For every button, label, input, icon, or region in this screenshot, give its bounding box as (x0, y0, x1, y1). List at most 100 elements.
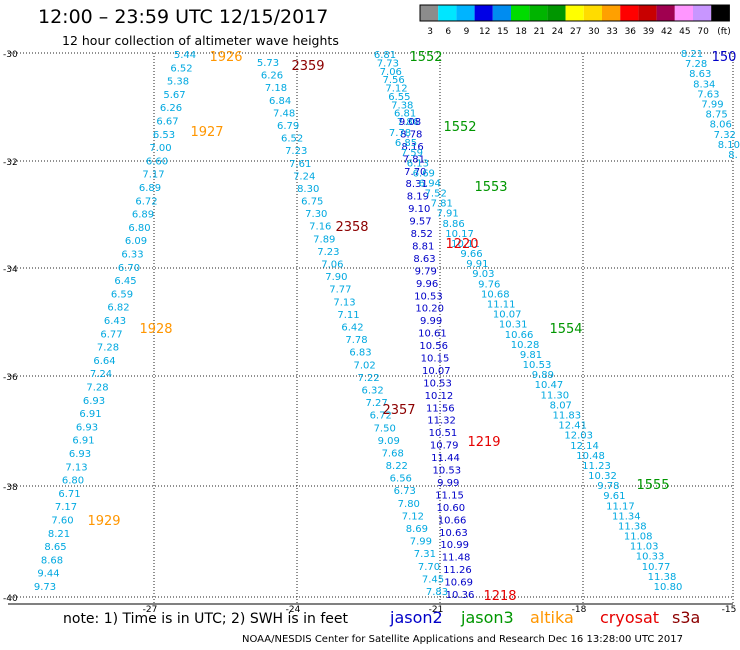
wave-height-value: 7.28 (685, 59, 707, 70)
map-grid (8, 52, 734, 604)
colorbar-tick-label: 12 (479, 27, 490, 37)
colorbar-tick-label: 30 (588, 27, 600, 37)
colorbar-tick-label: 39 (643, 27, 655, 37)
wave-height-value: 9.57 (409, 217, 431, 228)
wave-height-value: 6.71 (58, 489, 80, 500)
time-label: 2358 (335, 220, 368, 235)
wave-height-value: 10.48 (576, 451, 605, 462)
wave-height-value: 6.52 (281, 134, 303, 145)
wave-height-value: 6.94 (419, 178, 441, 189)
wave-height-value: 7.70 (404, 167, 426, 178)
longitude-label: -24 (286, 605, 301, 615)
wave-height-value: 7.30 (305, 209, 327, 220)
wave-height-value: 10.60 (436, 503, 465, 514)
wave-height-value: 6.73 (394, 486, 416, 497)
wave-height-value: 7.89 (313, 234, 335, 245)
track-jason3-1553-1555: 7.786.857.596.136.696.947.527.817.918.86… (389, 128, 682, 593)
wave-height-value: 7.13 (65, 462, 87, 473)
wave-height-value: 7.12 (402, 511, 424, 522)
wave-height-value: 7.63 (697, 89, 719, 100)
track-altika-1926-1929: 5.44 6.52 5.38 5.67 6.26 6.67 6.53 7.00 6.60 7.17… (34, 50, 196, 593)
wave-height-value: 8.31 (405, 179, 427, 190)
wave-height-value: 6.75 (301, 197, 323, 208)
colorbar-swatch (438, 5, 457, 21)
colorbar-swatch (492, 5, 511, 21)
wave-height-value: 12.03 (564, 431, 593, 442)
colorbar-swatch (711, 5, 730, 21)
colorbar-tick-label: 21 (534, 27, 545, 37)
wave-height-value: 6.93 (69, 449, 91, 460)
latitude-label: -38 (3, 483, 18, 493)
wave-height-value: 6.09 (125, 236, 147, 247)
colorbar-swatch (565, 5, 584, 21)
latitude-label: -34 (3, 265, 18, 275)
colorbar-tick-label: 24 (552, 27, 564, 37)
wave-height-value: 10.07 (422, 366, 451, 377)
colorbar-swatch (420, 5, 439, 21)
time-labels: 1926 1927 1928 1929 2359 2358 2357 1552 1552 1553… (87, 50, 736, 604)
colorbar-tick-label: 18 (515, 27, 527, 37)
wave-height-value: 9.66 (460, 249, 482, 260)
colorbar-swatch (620, 5, 639, 21)
wave-height-value: 5.38 (167, 77, 189, 88)
wave-height-value: 9.99 (420, 316, 442, 327)
wave-height-value: 6.64 (93, 356, 115, 367)
wave-height-value: 8.69 (406, 524, 428, 535)
wave-height-value: 8.63 (689, 69, 711, 80)
wave-height-value: 7.12 (385, 84, 407, 95)
time-label: 1554 (549, 322, 582, 337)
wave-height-value: 10.07 (493, 310, 522, 321)
colorbar-tick-label: 3 (427, 27, 433, 37)
time-label: 150 (712, 50, 737, 65)
wave-height-value: 7.91 (436, 209, 458, 220)
wave-height-value: 7.22 (357, 373, 379, 384)
wave-height-value: 7.27 (365, 398, 387, 409)
wave-height-value: 7.02 (353, 360, 375, 371)
wave-height-value: 6.13 (407, 158, 429, 169)
wave-height-value: 7.06 (380, 67, 402, 78)
wave-height-value: 7.23 (317, 247, 339, 258)
wave-height-value: 8.30 (297, 184, 319, 195)
wave-height-value: 9.78 (597, 481, 619, 492)
wave-height-value: 8.75 (705, 110, 727, 121)
colorbar-swatch (693, 5, 712, 21)
wave-height-value: 7.48 (273, 108, 295, 119)
wave-height-value: 7.31 (414, 549, 436, 560)
wave-height-value: 6.89 (132, 210, 154, 221)
wave-height-value: 9.91 (466, 259, 488, 270)
wave-height-value: 11.34 (612, 511, 641, 522)
wave-height-value: 7.28 (97, 343, 119, 354)
wave-height-value: 7.78 (345, 335, 367, 346)
wave-height-value: 8.06 (710, 120, 732, 131)
colorbar-swatch (602, 5, 621, 21)
wave-height-value: 7.99 (701, 100, 723, 111)
wave-height-value: 6.82 (107, 303, 129, 314)
time-label: 1928 (139, 322, 172, 337)
wave-height-value: 7.60 (51, 516, 73, 527)
time-label: 2359 (291, 59, 324, 74)
wave-height-value: 6.67 (156, 117, 178, 128)
colorbar-swatch (456, 5, 475, 21)
wave-height-value: 10.15 (421, 354, 450, 365)
colorbar-tick-label: 27 (570, 27, 581, 37)
wave-height-value: 8.21 (48, 529, 70, 540)
time-label: 1553 (474, 180, 507, 195)
latitude-label: -30 (3, 50, 18, 60)
wave-height-value: 7.81 (403, 154, 425, 165)
wave-height-value: 8.81 (412, 242, 434, 253)
wave-height-value: 11.83 (552, 411, 581, 422)
wave-height-value: 11.08 (624, 532, 653, 543)
wave-height-value: 7.38 (391, 100, 413, 111)
track-jason3-1552-a: 6.817.737.067.567.126.557.386.817.86 (374, 50, 419, 128)
wave-height-value: 6.80 (128, 223, 150, 234)
wave-height-value: 5.44 (174, 50, 196, 61)
wave-height-value: 10.33 (636, 552, 665, 563)
wave-height-value: 6.45 (114, 276, 136, 287)
wave-height-value: 11.17 (606, 501, 635, 512)
wave-height-value: 9.81 (520, 350, 542, 361)
wave-height-value: 6.91 (79, 409, 101, 420)
colorbar-swatch (656, 5, 675, 21)
wave-height-value: 8.22 (386, 461, 408, 472)
colorbar-tick-label: 33 (606, 27, 617, 37)
